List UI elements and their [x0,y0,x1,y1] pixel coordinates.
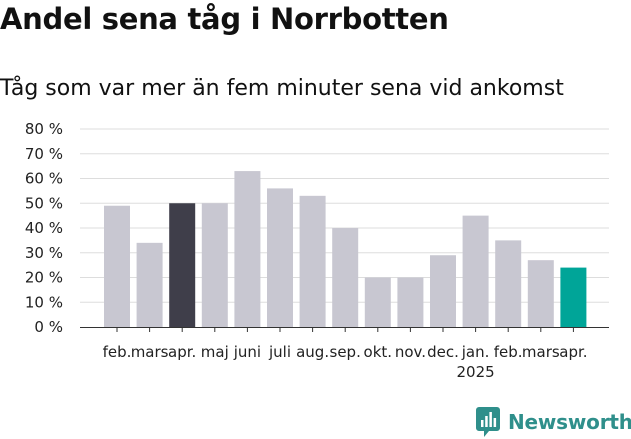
x-axis-labels: feb. mars apr. maj juni juli aug. sep. okt. nov. d… [103,343,588,381]
y-axis-ticks: 0 % 10 % 20 % 30 % 40 % 50 % 60 % 70 % 80 % [25,120,63,336]
bar [234,171,261,327]
bar [462,215,489,327]
bar [332,228,359,327]
x-tick-label: apr. [168,343,196,361]
y-tick-label: 20 % [25,269,63,287]
chart-subtitle: Tåg som var mer än fem minuter sena vid … [0,76,564,101]
x-tick-label: mars [522,343,560,361]
bars [104,171,587,327]
y-tick-label: 30 % [25,244,63,262]
bar [430,255,456,327]
bar [104,205,130,327]
x-tick-label: feb. [103,343,132,361]
y-tick-label: 10 % [25,293,63,311]
bar [560,267,587,327]
x-tick-label: juli [268,343,291,361]
bar [267,188,293,327]
x-tick-label: maj [201,343,229,361]
x-tick-label: jan. [461,343,490,361]
x-tick-label: mars [131,343,169,361]
y-tick-label: 60 % [25,170,63,188]
bar [527,260,554,327]
y-tick-label: 70 % [25,145,63,163]
x-tick-label: sep. [330,343,361,361]
y-tick-label: 0 % [34,318,63,336]
x-tick-label: dec. [427,343,459,361]
brand-name: Newsworthy [508,410,631,434]
y-tick-label: 50 % [25,194,63,212]
bar [169,203,196,327]
bar [495,240,522,327]
x-axis [80,327,609,332]
x-tick-label: nov. [395,343,426,361]
bar [201,203,228,327]
bar [364,277,391,327]
bar [299,195,326,327]
newsworthy-logo-icon [476,407,500,437]
x-tick-label: okt. [364,343,393,361]
chart-title: Andel sena tåg i Norrbotten [0,2,449,36]
x-tick-label: feb. [494,343,523,361]
x-year-label: 2025 [457,363,495,381]
newsworthy-logo: Newsworthy [476,407,631,437]
bar [136,242,163,327]
bar [397,277,424,327]
x-tick-label: aug. [296,343,329,361]
x-tick-label: apr. [559,343,587,361]
y-tick-label: 80 % [25,120,63,138]
x-tick-label: juni [233,343,261,361]
y-tick-label: 40 % [25,219,63,237]
